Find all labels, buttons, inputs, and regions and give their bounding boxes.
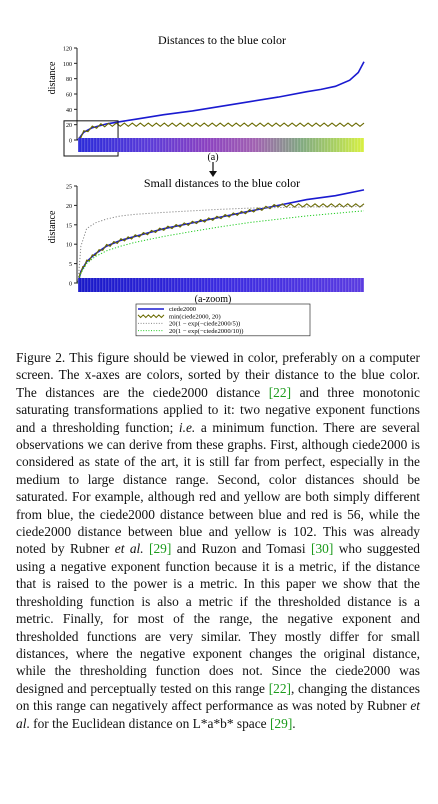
legend-box bbox=[135, 303, 311, 337]
series-line bbox=[77, 189, 365, 284]
ytick-label: 20 bbox=[66, 204, 72, 210]
ytick-label: 0 bbox=[69, 282, 72, 288]
zoom-arrow-head bbox=[209, 171, 217, 177]
ytick-label: 25 bbox=[66, 185, 72, 191]
citation-29-b[interactable]: [29] bbox=[269, 715, 293, 731]
series-line bbox=[77, 203, 365, 282]
chart-small-distances: Small distances to the blue color distan… bbox=[47, 176, 365, 305]
color-strip-full-texture bbox=[78, 138, 364, 152]
citation-29[interactable]: [29] bbox=[149, 541, 172, 557]
chart-distances: Distances to the blue color distance 0 20… bbox=[47, 33, 365, 177]
ytick-label: 15 bbox=[66, 223, 72, 229]
chart2-yaxis: 0 5 10 15 20 25 bbox=[66, 185, 77, 288]
chart2-series bbox=[77, 189, 365, 284]
chart1-yaxis: 0 20 40 60 80 100 120 bbox=[63, 47, 77, 145]
caption-text-2: and three monotonic saturating transform… bbox=[16, 384, 421, 435]
caption-text-5: and Ruzon and Tomasi bbox=[171, 541, 311, 557]
chart1-ylabel: distance bbox=[47, 61, 58, 94]
citation-30[interactable]: [30] bbox=[311, 541, 334, 557]
ytick-label: 0 bbox=[69, 139, 72, 145]
legend-label: ciede2000 bbox=[169, 306, 197, 313]
color-strip-zoom-texture bbox=[78, 278, 364, 292]
caption-text-7: , changing the distances on this range c… bbox=[16, 680, 420, 714]
chart2-xlabel: (a-zoom) bbox=[195, 294, 232, 305]
caption-text-3: a minimum function. There are several ob… bbox=[16, 419, 420, 557]
caption-text-6: who suggested using a negative exponent … bbox=[16, 541, 420, 696]
legend-label: 20(1 − exp(−ciede2000/10)) bbox=[169, 328, 243, 335]
legend-label: 20(1 − exp(−ciede2000/5)) bbox=[169, 321, 240, 328]
citation-22[interactable]: [22] bbox=[268, 384, 292, 400]
ytick-label: 10 bbox=[66, 243, 72, 249]
legend-swatch bbox=[137, 314, 165, 319]
legend-label: min(ciede2000, 20) bbox=[169, 313, 221, 320]
caption-etal-1: et al. bbox=[114, 541, 144, 557]
series-line bbox=[77, 122, 365, 139]
caption-etal-2: et al bbox=[16, 698, 420, 731]
chart1-xlabel: (a) bbox=[207, 152, 218, 163]
caption-ie: i.e. bbox=[178, 419, 196, 435]
figure-caption: Figure 2. This figure should be viewed i… bbox=[16, 349, 420, 732]
caption-text-9: . bbox=[292, 715, 296, 731]
ytick-label: 100 bbox=[63, 62, 72, 68]
ytick-label: 40 bbox=[66, 108, 72, 114]
ytick-label: 120 bbox=[63, 47, 72, 53]
caption-label: Figure 2. bbox=[16, 350, 66, 365]
caption-text-8: . for the Euclidean distance on L*a*b* s… bbox=[26, 715, 270, 731]
chart1-series bbox=[77, 61, 365, 141]
ytick-label: 5 bbox=[69, 262, 72, 268]
caption-text-1: This figure should be viewed in color, p… bbox=[16, 350, 420, 400]
chart2-title: Small distances to the blue color bbox=[144, 176, 300, 190]
ytick-label: 20 bbox=[66, 123, 72, 129]
figure: Distances to the blue color distance 0 20… bbox=[47, 33, 365, 337]
ytick-label: 60 bbox=[66, 93, 72, 99]
chart2-ylabel: distance bbox=[47, 210, 58, 243]
chart1-title: Distances to the blue color bbox=[158, 33, 286, 47]
citation-22-b[interactable]: [22] bbox=[268, 680, 292, 696]
ytick-label: 80 bbox=[66, 77, 72, 83]
series-line bbox=[77, 210, 365, 284]
series-line bbox=[77, 61, 365, 141]
